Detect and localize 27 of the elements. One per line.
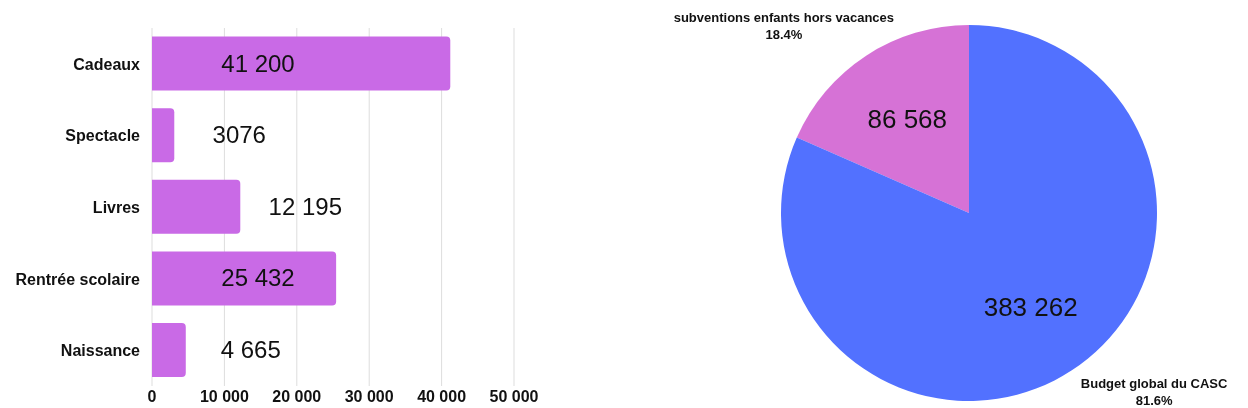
y-tick-label: Rentrée scolaire: [15, 270, 141, 288]
data-label: 12 195: [268, 192, 342, 220]
x-tick-label: 30 000: [344, 388, 394, 405]
data-label: 383 262: [983, 292, 1078, 323]
x-tick-label: 10 000: [199, 388, 249, 405]
x-tick-label: 50 000: [489, 388, 539, 405]
text: 81.6%: [1135, 393, 1173, 408]
y-tick-label: Cadeaux: [73, 55, 141, 73]
bar: [152, 322, 186, 377]
data-label: 4 665: [220, 335, 281, 363]
y-tick-label: Livres: [92, 199, 141, 216]
y-tick-label: Naissance: [60, 342, 141, 360]
bar: [152, 36, 451, 91]
x-tick-label: 0: [147, 388, 157, 405]
y-tick-label: Spectacle: [65, 127, 141, 145]
data-label: 41 200: [221, 49, 295, 77]
bar: [152, 108, 175, 163]
slice-label: subventions enfants hors vacances: [673, 10, 895, 25]
bar: [152, 179, 241, 234]
text: 18.4%: [765, 27, 803, 42]
data-label: 86 568: [867, 103, 948, 134]
bar: [152, 251, 337, 306]
data-label: 3076: [212, 121, 266, 149]
x-tick-label: 20 000: [272, 388, 322, 405]
slice-label: Budget global du CASC: [1080, 376, 1229, 391]
data-label: 25 432: [221, 264, 295, 292]
x-tick-label: 40 000: [417, 388, 467, 405]
